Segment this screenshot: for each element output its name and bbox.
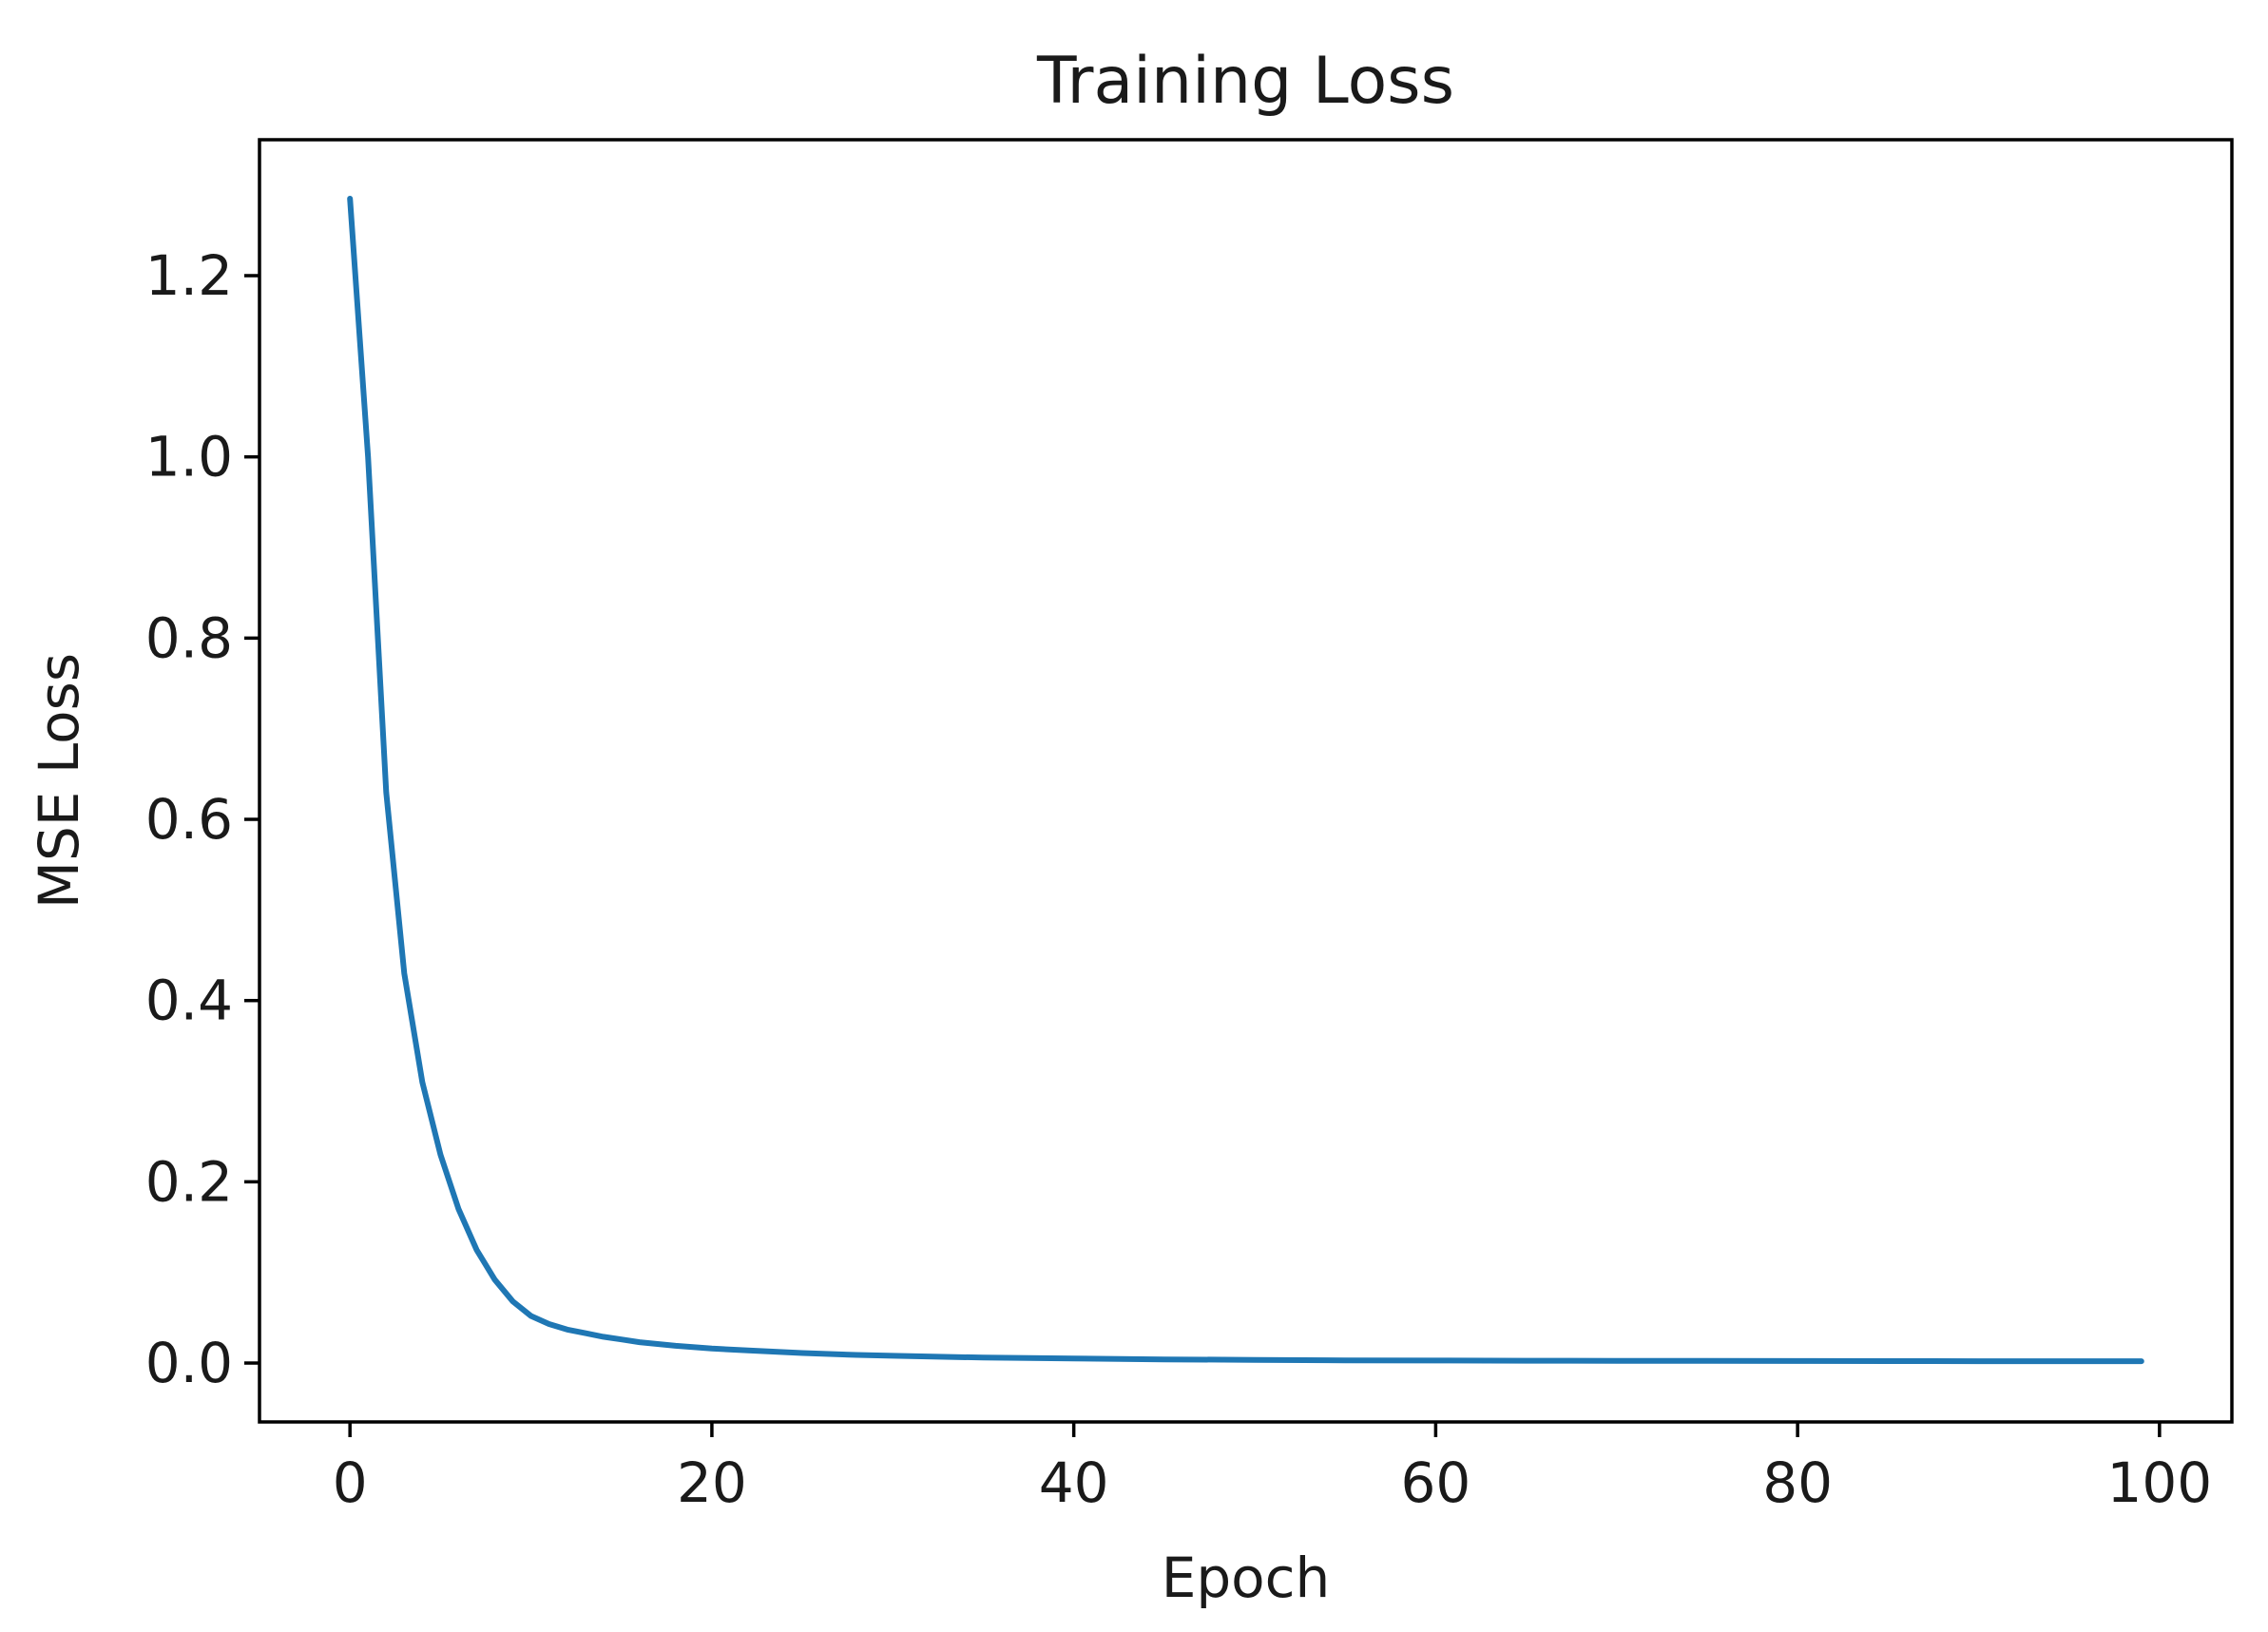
y-tick-label: 0.8	[145, 605, 233, 670]
plot-area	[347, 196, 2144, 1365]
x-tick-label: 0	[333, 1450, 368, 1515]
y-tick-label: 1.0	[145, 425, 233, 490]
y-tick-label: 0.6	[145, 787, 233, 852]
x-axis: 0 20 40 60 80 100	[333, 1422, 2212, 1515]
x-tick-label: 100	[2106, 1450, 2212, 1515]
y-tick-label: 1.2	[145, 243, 233, 308]
y-tick-label: 0.0	[145, 1331, 233, 1395]
x-tick-label: 80	[1762, 1450, 1833, 1515]
y-axis: 0.0 0.2 0.4 0.6 0.8 1.0 1.2	[145, 243, 259, 1395]
chart-title: Training Loss	[1036, 44, 1454, 119]
x-axis-label: Epoch	[1162, 1546, 1331, 1610]
axes-frame	[258, 138, 2234, 1424]
loss-series-line	[347, 196, 2144, 1365]
x-tick-label: 60	[1400, 1450, 1470, 1515]
x-tick-label: 40	[1039, 1450, 1109, 1515]
y-tick-label: 0.4	[145, 969, 233, 1033]
y-axis-label: MSE Loss	[27, 653, 91, 909]
y-tick-label: 0.2	[145, 1149, 233, 1214]
x-tick-label: 20	[677, 1450, 747, 1515]
